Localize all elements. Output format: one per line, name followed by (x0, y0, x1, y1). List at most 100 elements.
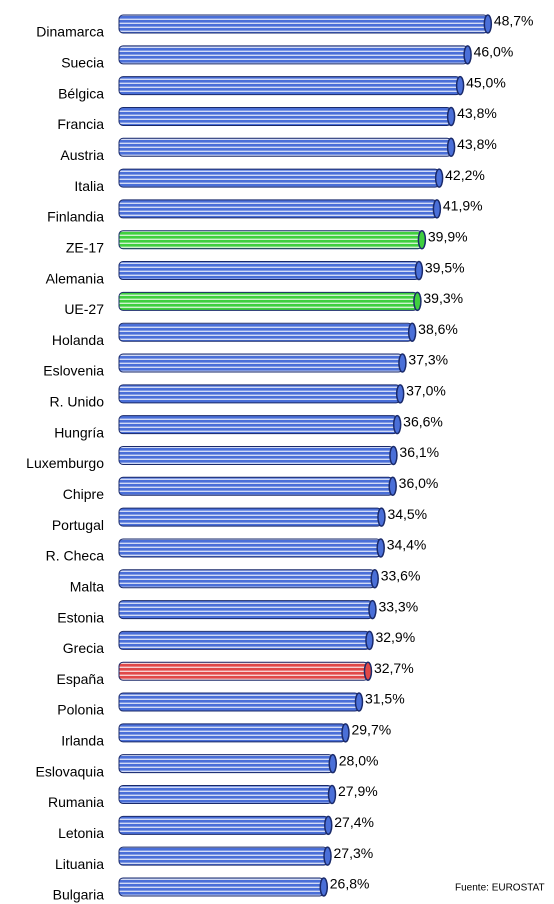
bar-cap (388, 476, 397, 497)
bar (118, 476, 394, 496)
value-label: 48,7% (494, 13, 534, 29)
bar (118, 630, 370, 650)
value-label: 34,4% (387, 537, 427, 553)
value-label: 42,2% (445, 167, 485, 183)
bar-group (118, 106, 456, 127)
category-label: Hungría (54, 424, 104, 440)
bar-cap (365, 630, 374, 651)
category-label: Polonia (57, 702, 104, 718)
category-label: ZE-17 (66, 239, 104, 255)
bar-cap (370, 569, 379, 589)
bar (118, 168, 440, 188)
bar-group (118, 229, 427, 250)
value-label: 36,6% (403, 413, 443, 429)
bar-cap (463, 45, 472, 65)
bar-group (118, 445, 398, 466)
bar (118, 877, 325, 897)
category-label: UE-27 (64, 301, 104, 317)
bar-cap (455, 75, 465, 96)
category-label: Grecia (63, 640, 104, 656)
category-label: Bulgaria (53, 887, 105, 903)
bar-cap (341, 723, 350, 743)
bar-cap (327, 784, 337, 805)
bar-cap (392, 414, 402, 435)
bar-cap (376, 538, 385, 558)
bar-group (118, 784, 337, 805)
bar-group (118, 476, 397, 497)
category-label: España (57, 671, 105, 687)
value-label: 38,6% (418, 321, 458, 337)
value-label: 36,0% (399, 475, 439, 491)
bar-cap (324, 815, 333, 836)
bar-group (118, 384, 405, 404)
bar-group (118, 877, 329, 897)
value-label: 32,7% (374, 660, 414, 676)
bar-group (118, 322, 417, 342)
bar (118, 230, 423, 250)
bar-group (118, 45, 472, 65)
bar-group (118, 723, 350, 743)
value-label: 39,3% (423, 290, 463, 306)
category-label: Luxemburgo (26, 455, 104, 471)
bar-cap (368, 599, 377, 620)
bar-group (118, 507, 386, 527)
bar-group (118, 75, 465, 96)
value-label: 37,0% (406, 383, 446, 399)
bar (118, 754, 334, 774)
bar-group (118, 569, 379, 589)
category-label: Bélgica (58, 85, 104, 101)
bar-cap (319, 877, 329, 897)
category-label: Malta (70, 578, 104, 594)
bar-group (118, 353, 407, 373)
bar (118, 415, 398, 435)
value-label: 28,0% (339, 752, 379, 768)
bar-group (118, 168, 444, 188)
bar-group (118, 414, 402, 435)
bar (118, 199, 438, 219)
bar-group (118, 291, 422, 312)
bar (118, 785, 333, 804)
bar (118, 106, 452, 126)
category-label: Lituania (55, 856, 104, 872)
value-label: 39,5% (425, 259, 465, 275)
bar-cap (354, 692, 364, 712)
bar-group (118, 661, 373, 681)
bar-group (118, 630, 374, 651)
value-label: 27,9% (338, 783, 378, 799)
category-label: Finlandia (47, 209, 104, 225)
category-label: Estonia (57, 609, 104, 625)
value-label: 27,3% (334, 845, 374, 861)
category-label: Alemania (46, 270, 105, 286)
category-label: Francia (57, 116, 104, 132)
value-label: 45,0% (466, 74, 506, 90)
bar (118, 692, 360, 712)
bar-group (118, 692, 364, 712)
bar-group (118, 199, 442, 219)
bar-cap (417, 229, 427, 250)
bar (118, 45, 469, 65)
bar-cap (446, 106, 456, 127)
bar-cap (483, 14, 493, 34)
bar-group (118, 815, 333, 836)
bar (118, 507, 382, 527)
bar (118, 538, 382, 558)
bar-cap (398, 353, 407, 373)
value-label: 43,8% (457, 136, 497, 152)
bar-group (118, 753, 338, 774)
bar (118, 322, 413, 342)
value-label: 46,0% (474, 44, 514, 60)
value-label: 41,9% (443, 198, 483, 214)
bar-cap (414, 260, 424, 281)
bar (118, 291, 418, 311)
value-label: 29,7% (351, 722, 391, 738)
value-label: 36,1% (399, 444, 439, 460)
bar-group (118, 599, 377, 620)
bar (118, 723, 346, 743)
value-label: 43,8% (457, 105, 497, 121)
bar (118, 661, 369, 681)
value-label: 34,5% (387, 506, 427, 522)
category-label: Eslovenia (43, 363, 104, 379)
bar-cap (389, 445, 398, 466)
